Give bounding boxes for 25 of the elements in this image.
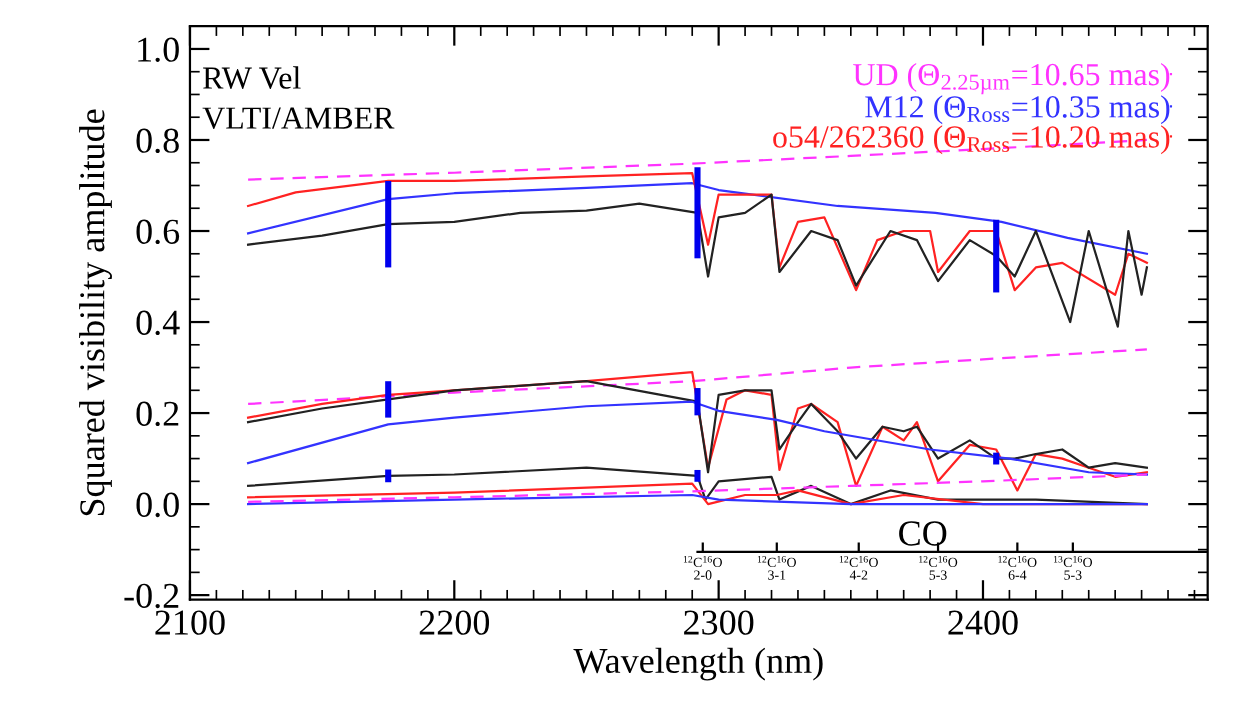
legend-label: o54/262360 (Θ$_{Ross}$=10.20 mas) (773, 125, 1170, 155)
y-tick-label: 0.8 (136, 128, 179, 154)
line-series (247, 400, 1148, 476)
y-tick-label: 0.6 (136, 219, 180, 245)
line-series (247, 348, 1148, 406)
line-series (247, 473, 1148, 503)
x-axis-title: Wavelength (nm) (573, 647, 823, 681)
y-tick-label: 0.4 (136, 310, 180, 336)
legend-label: M12 (Θ$_{Ross}$=10.35 mas) (865, 95, 1170, 125)
line-series (247, 380, 1148, 474)
x-tick-label: 2100 (155, 610, 225, 635)
y-tick-label: 0.0 (136, 492, 179, 518)
x-tick-label: 2200 (419, 610, 490, 635)
line-series (247, 172, 1148, 296)
annotation: RW Vel VLTI/AMBER (202, 66, 395, 130)
y-tick-label: 0.2 (136, 401, 179, 427)
y-tick-label: 1.0 (138, 37, 179, 62)
y-axis-title: Squared visibility amplitude (79, 109, 112, 516)
y-tick-label: -0.2 (124, 583, 179, 609)
legend-label: UD (Θ$_{2.25µm}$=10.65 mas) (853, 62, 1170, 95)
annotation: CO (899, 521, 947, 546)
line-series (247, 182, 1148, 255)
x-tick-label: 2300 (684, 610, 754, 635)
x-tick-label: 2400 (948, 610, 1018, 635)
line-series (247, 193, 1148, 328)
